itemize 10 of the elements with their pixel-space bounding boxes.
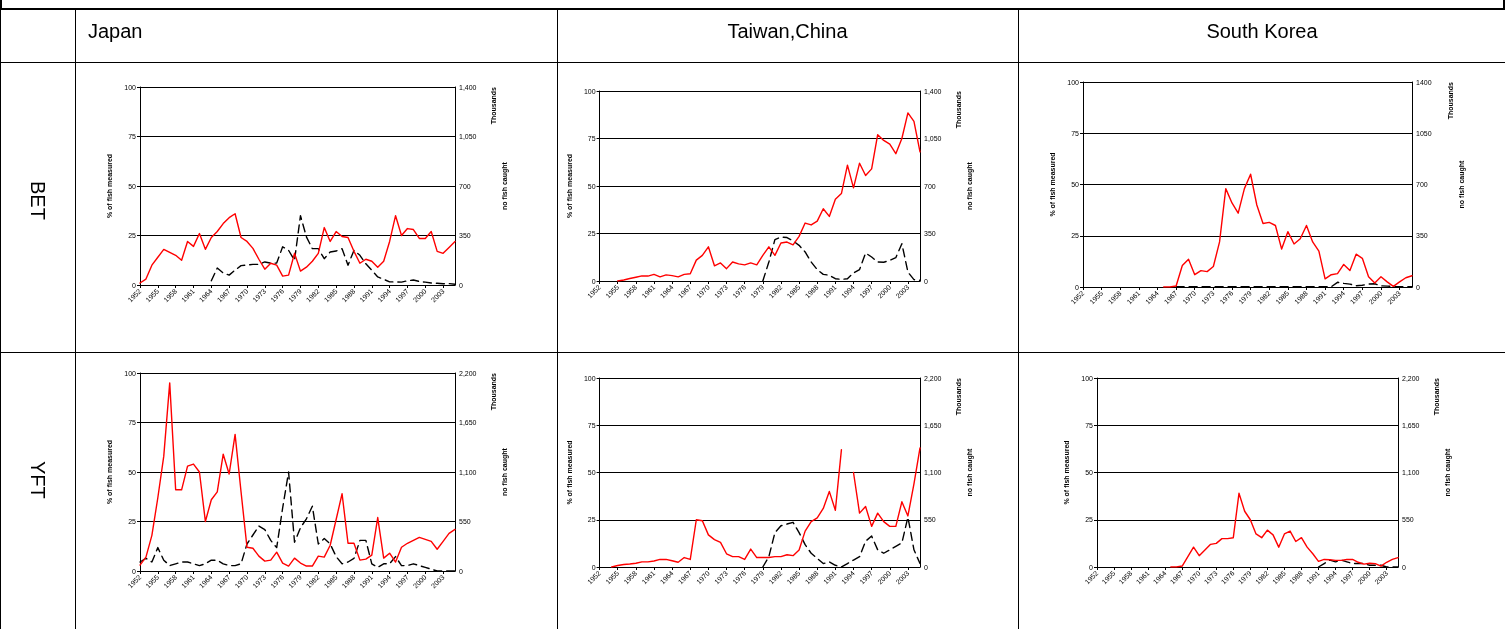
text: BET: [26, 181, 49, 220]
chart-title: South Korea: [1205, 19, 1319, 44]
line-series: [139, 382, 456, 567]
chart-title: Japan: [88, 19, 143, 44]
text: YFT: [26, 461, 49, 499]
line-series: [1170, 492, 1399, 568]
chart-title: Taiwan,China: [726, 19, 849, 44]
line-series: [1163, 173, 1413, 288]
line-series: [139, 213, 456, 284]
line-series: [617, 112, 921, 282]
